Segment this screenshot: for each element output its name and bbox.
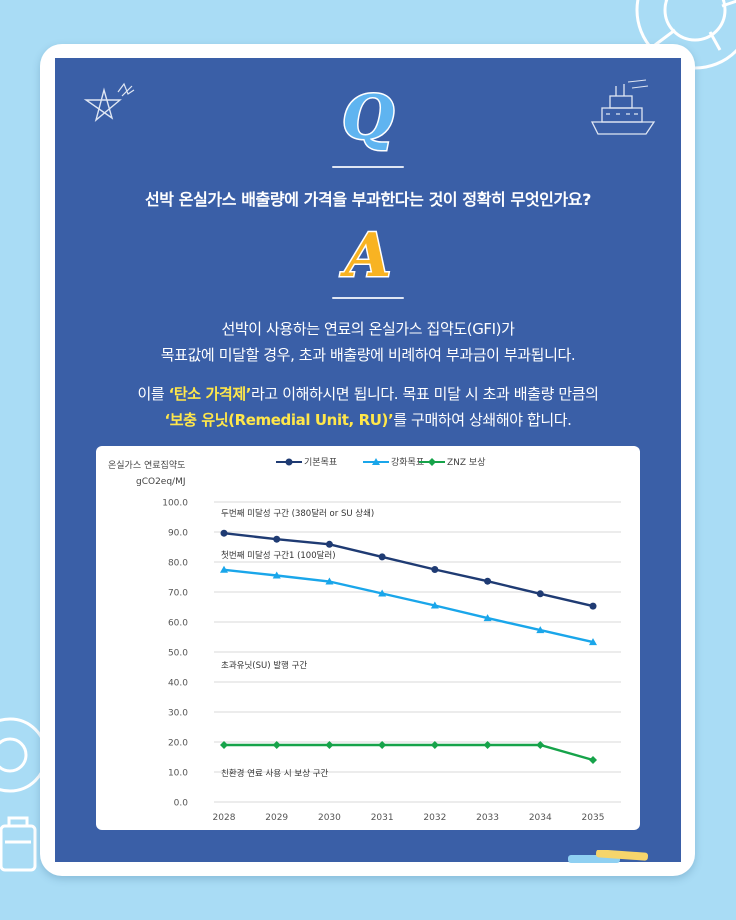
data-point <box>220 565 228 573</box>
series-line <box>223 568 594 644</box>
series-line <box>223 532 594 608</box>
data-point <box>325 540 333 548</box>
y-tick-label: 10.0 <box>168 769 188 779</box>
data-point <box>484 577 492 585</box>
y-tick-label: 100.0 <box>162 499 188 509</box>
legend-marker <box>372 458 380 465</box>
region-annotation: 두번째 미달성 구간 (380달러 or SU 상쇄) <box>221 508 374 519</box>
data-point <box>220 741 228 749</box>
data-point <box>273 535 281 543</box>
data-point <box>536 741 545 749</box>
answer-line-4: ‘보충 유닛(Remedial Unit, RU)’를 구매하여 상쇄해야 합니… <box>0 409 736 430</box>
answer-line-2: 목표값에 미달할 경우, 초과 배출량에 비례하여 부과금이 부과됩니다. <box>160 346 576 364</box>
legend-label: 강화목표 <box>391 457 424 468</box>
x-tick-label: 2028 <box>213 813 236 823</box>
y-axis-unit-label: gCO2eq/MJ <box>136 477 186 487</box>
legend-marker <box>428 458 436 466</box>
gfi-line-chart: 온실가스 연료집약도 gCO2eq/MJ 100.0 90.0 80.0 70.0 60.0… <box>108 457 621 823</box>
answer-line-3: 이를 ‘탄소 가격제’라고 이해하시면 됩니다. 목표 미달 시 초과 배출량 … <box>0 383 736 404</box>
data-point <box>589 756 597 764</box>
y-axis-label: 온실가스 연료집약도 <box>108 459 185 471</box>
x-tick-label: 2031 <box>371 813 394 823</box>
data-point <box>378 553 386 561</box>
divider <box>332 297 404 299</box>
data-point <box>325 577 334 585</box>
data-point <box>483 741 492 749</box>
y-tick-label: 80.0 <box>168 559 188 569</box>
y-tick-label: 20.0 <box>168 739 188 749</box>
data-point <box>430 741 439 749</box>
y-tick-label: 70.0 <box>168 589 188 599</box>
remedial-unit-highlight: ‘보충 유닛(Remedial Unit, RU)’ <box>164 411 394 429</box>
data-point <box>536 626 545 634</box>
data-point <box>325 741 334 749</box>
question-badge: Q <box>340 83 395 153</box>
y-tick-label: 60.0 <box>168 619 188 629</box>
data-point <box>220 529 228 537</box>
data-point <box>272 741 281 749</box>
data-point <box>589 602 597 610</box>
x-tick-label: 2029 <box>265 813 288 823</box>
answer-line-3-post: 라고 이해하시면 됩니다. 목표 미달 시 초과 배출량 만큼의 <box>251 385 599 403</box>
y-tick-label: 90.0 <box>168 529 188 539</box>
data-point <box>431 566 439 573</box>
ship-doodle-icon <box>590 79 656 135</box>
data-point <box>378 589 387 597</box>
data-point <box>378 741 387 749</box>
answer-line-4-post: 를 구매하여 상쇄해야 합니다. <box>393 411 572 429</box>
y-tick-label: 50.0 <box>168 649 188 659</box>
x-tick-label: 2035 <box>582 813 605 823</box>
data-point <box>430 601 439 609</box>
answer-line-1: 선박이 사용하는 연료의 온실가스 집약도(GFI)가 <box>221 320 515 338</box>
answer-badge: A <box>343 221 393 291</box>
question-text: 선박 온실가스 배출량에 가격을 부과한다는 것이 정확히 무엇인가요? <box>144 190 592 209</box>
x-tick-label: 2032 <box>423 813 446 823</box>
y-tick-label: 40.0 <box>168 679 188 689</box>
data-point <box>272 571 281 579</box>
bag-left-deco <box>0 816 37 872</box>
data-point <box>536 590 544 598</box>
lifebuoy-top-right-deco <box>635 0 736 70</box>
legend-marker <box>285 458 293 466</box>
carbon-pricing-highlight: ‘탄소 가격제’ <box>168 385 252 403</box>
data-point <box>483 614 492 622</box>
data-point <box>589 638 597 646</box>
region-annotation: 친환경 연료 사용 시 보상 구간 <box>221 768 329 779</box>
series-line <box>224 743 594 762</box>
x-tick-label: 2030 <box>318 813 341 823</box>
divider <box>332 166 404 168</box>
region-annotation: 초과유닛(SU) 발행 구간 <box>221 660 307 671</box>
x-tick-label: 2034 <box>529 813 552 823</box>
y-tick-label: 0.0 <box>174 799 189 809</box>
star-doodle-icon <box>83 82 135 122</box>
answer-line-3-pre: 이를 <box>137 385 169 403</box>
legend-label: ZNZ 보상 <box>447 457 486 468</box>
y-tick-label: 30.0 <box>168 709 188 719</box>
x-tick-label: 2033 <box>476 813 499 823</box>
legend-label: 기본목표 <box>304 457 337 468</box>
chalk-decoration <box>568 850 648 863</box>
region-annotation: 첫번째 미달성 구간1 (100달러) <box>221 550 336 561</box>
chart-container: 온실가스 연료집약도 gCO2eq/MJ 100.0 90.0 80.0 70.0 60.0… <box>96 446 640 830</box>
